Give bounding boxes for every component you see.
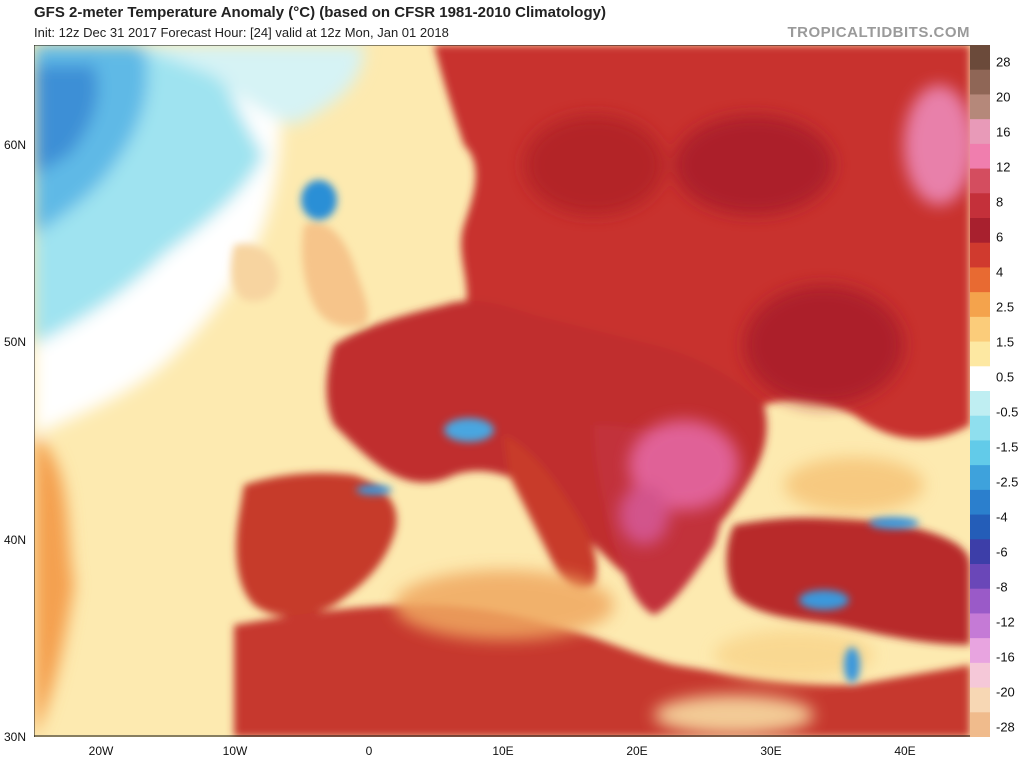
colorbar-label: 2.5 [996,299,1015,315]
colorbar-label: -28 [996,719,1015,735]
near-normal-atlantic-band [34,45,281,435]
dark-warm-scandinavia [524,115,664,215]
map-title: GFS 2-meter Temperature Anomaly (°C) (ba… [34,4,606,21]
latitude-label-30n: 30N [4,730,27,744]
pink-anomaly-ne [904,85,970,205]
colorbar-label: -6 [996,544,1008,560]
colorbar-label: -4 [996,509,1008,525]
colorbar-swatch [970,143,990,170]
longitude-label-40e: 40E [894,744,916,758]
colorbar-swatch [970,391,990,417]
longitude-label-30e: 30E [760,744,782,758]
cold-norwegian-sea [134,45,364,125]
colorbar-swatch [970,366,990,392]
colorbar-swatch [970,613,990,639]
colorbar-label: -2.5 [996,474,1019,490]
latitude-label-50n: 50N [4,335,27,349]
colorbar-swatch [970,465,990,491]
cold-spot-caucasus [869,517,919,529]
colorbar-swatch [970,94,990,120]
colorbar-swatch [970,415,990,441]
colorbar-swatch [970,292,990,318]
longitude-label-20w: 20W [88,744,114,758]
colorbar-label: -0.5 [996,404,1019,420]
colorbar [970,45,990,737]
credit-watermark: TROPICALTIDBITS.COM [787,24,970,41]
colorbar-label: 28 [996,54,1011,70]
colorbar-label: 4 [996,264,1004,280]
colorbar-label: -1.5 [996,439,1019,455]
colorbar-swatch [970,168,990,194]
colorbar-swatch [970,514,990,540]
colorbar-swatch [970,588,990,614]
colorbar-label: 12 [996,159,1011,175]
colorbar-swatch [970,489,990,516]
cold-spot-taurus [799,590,849,610]
colorbar-swatch [970,242,990,268]
cold-spot-levant [844,647,860,683]
colorbar-label: -12 [996,614,1015,630]
iberian-peninsula [236,473,397,617]
colorbar-label: 16 [996,124,1011,140]
colorbar-swatch [970,218,990,244]
italian-peninsula [504,435,597,589]
warm-black-sea [784,457,924,513]
latitude-label-40n: 40N [4,533,27,547]
cold-spot-pyrenees [356,485,392,495]
colorbar-swatch [970,267,990,293]
colorbar-label: 1.5 [996,334,1015,350]
longitude-label-10e: 10E [492,744,514,758]
pink-anomaly-balkans [619,485,669,545]
colorbar-label: -8 [996,579,1008,595]
colorbar-swatch [970,440,990,466]
colorbar-swatch [970,341,990,367]
colorbar-label: -16 [996,649,1015,665]
longitude-label-20e: 20E [626,744,648,758]
warm-atlantic-west [34,435,74,737]
longitude-label-0: 0 [365,744,373,758]
colorbar-swatch [970,564,990,590]
cold-spot-scotland [301,180,337,220]
great-britain [302,222,369,327]
colorbar-swatch [970,119,990,145]
colorbar-swatch [970,687,990,713]
colorbar-swatch [970,539,990,565]
pink-anomaly-carpathians [629,420,739,510]
colorbar-swatch [970,45,990,71]
map-subtitle: Init: 12z Dec 31 2017 Forecast Hour: [24… [34,25,449,40]
colorbar-swatch [970,638,990,664]
colorbar-swatch [970,662,990,689]
colorbar-swatch [970,69,990,95]
colorbar-label: -20 [996,684,1015,700]
colorbar-label: 6 [996,229,1004,245]
longitude-label-10w: 10W [222,744,248,758]
temperature-anomaly-map [34,45,970,737]
warm-east-med [714,630,874,680]
warm-mediterranean [394,570,614,640]
dark-warm-baltic [744,285,904,405]
ireland [231,243,279,302]
latitude-label-60n: 60N [4,138,27,152]
colorbar-swatch [970,712,990,737]
colorbar-label: 20 [996,89,1011,105]
colorbar-label: 8 [996,194,1004,210]
cold-spot-alps [444,418,494,442]
near-normal-sahara [654,695,814,735]
dark-warm-russia [674,115,834,215]
colorbar-swatch [970,316,990,343]
colorbar-label: 0.5 [996,369,1015,385]
anatolia [726,517,970,645]
colorbar-swatch [970,193,990,219]
coldest-atlantic-core [34,65,98,175]
